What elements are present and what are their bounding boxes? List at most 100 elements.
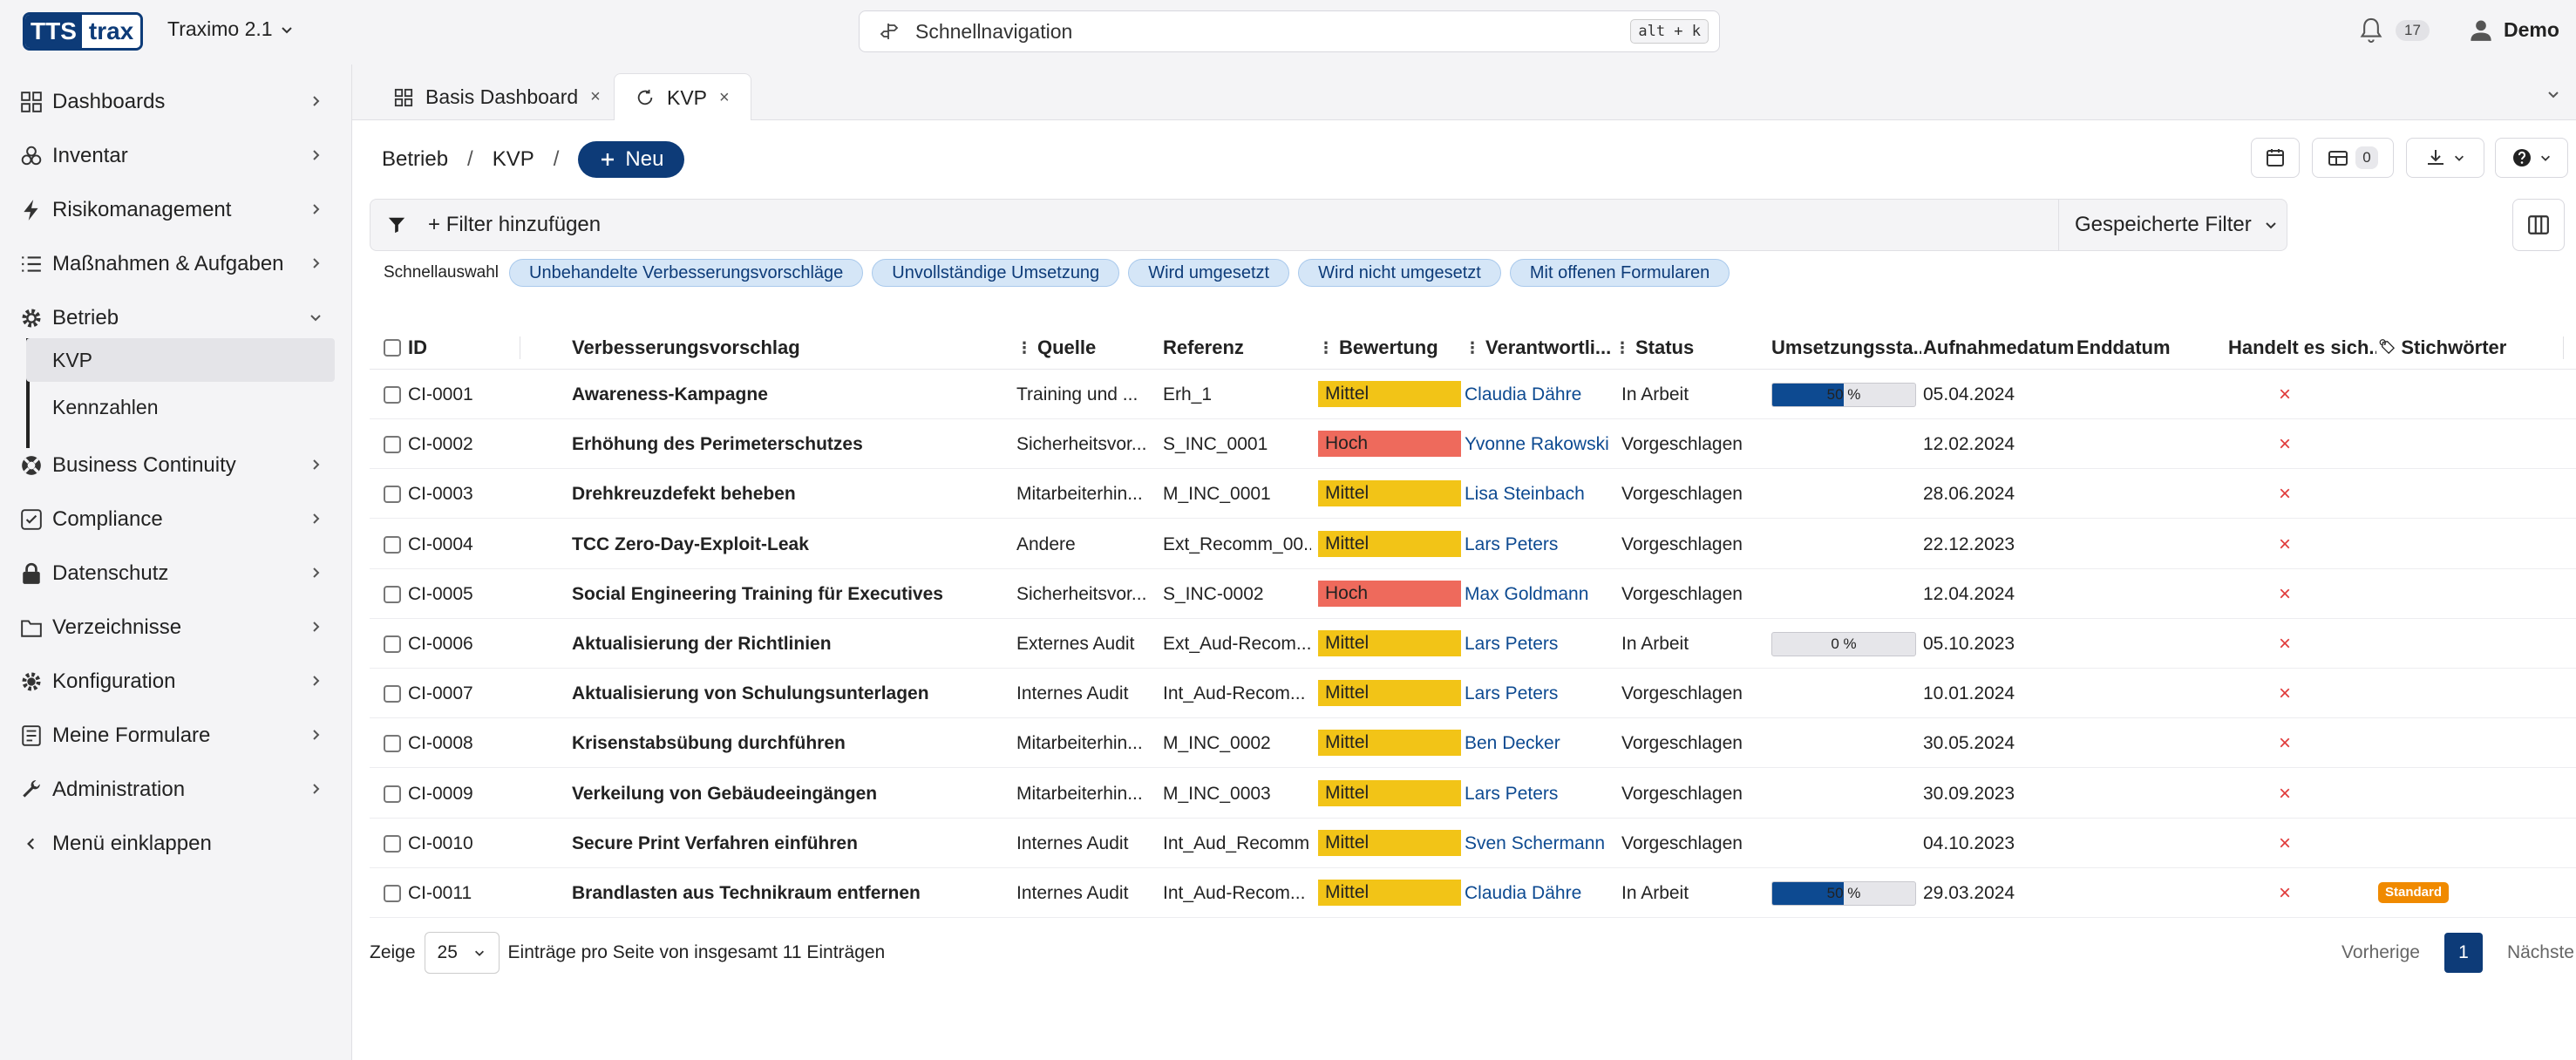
sidebar-item-risikomanagement[interactable]: Risikomanagement xyxy=(0,187,352,234)
sidebar-item-betrieb[interactable]: Betrieb xyxy=(0,295,352,342)
cell-title[interactable]: TCC Zero-Day-Exploit-Leak xyxy=(572,533,809,554)
cell-id[interactable]: CI-0002 xyxy=(408,434,473,455)
collapse-menu-button[interactable]: Menü einklappen xyxy=(0,820,352,867)
table-row[interactable]: CI-0009 Verkeilung von Gebäudeeingängen Mi… xyxy=(370,769,2576,819)
drag-handle-icon[interactable]: ⋮ xyxy=(1465,339,1480,357)
breadcrumb-item-betrieb[interactable]: Betrieb xyxy=(382,147,449,171)
cell-id[interactable]: CI-0005 xyxy=(408,583,473,604)
cell-owner-link[interactable]: Lars Peters xyxy=(1465,683,1559,704)
col-header-umsetzungsstand[interactable]: Umsetzungssta... xyxy=(1771,326,1921,370)
col-header-stichwoerter[interactable]: 🏷 Stichwörter xyxy=(2378,326,2552,370)
select-all-checkbox[interactable] xyxy=(384,339,401,357)
table-row[interactable]: CI-0005 Social Engineering Training für E… xyxy=(370,569,2576,619)
row-checkbox[interactable] xyxy=(384,885,401,902)
cell-id[interactable]: CI-0004 xyxy=(408,533,473,554)
table-row[interactable]: CI-0011 Brandlasten aus Technikraum entfe… xyxy=(370,868,2576,918)
logo[interactable]: TTS trax xyxy=(23,12,144,51)
col-header-quelle[interactable]: ⋮ Quelle xyxy=(1016,326,1156,370)
col-header-handelt-es-sich[interactable]: Handelt es sich... xyxy=(2228,326,2376,370)
sidebar-item-verzeichnisse[interactable]: Verzeichnisse xyxy=(0,604,352,651)
col-header-bewertung[interactable]: ⋮ Bewertung xyxy=(1318,326,1465,370)
row-checkbox[interactable] xyxy=(384,635,401,653)
table-row[interactable]: CI-0003 Drehkreuzdefekt beheben Mitarbeite… xyxy=(370,469,2576,520)
table-row[interactable]: CI-0006 Aktualisierung der Richtlinien Ext… xyxy=(370,619,2576,669)
cell-owner-link[interactable]: Lars Peters xyxy=(1465,783,1559,804)
cell-id[interactable]: CI-0010 xyxy=(408,832,473,853)
table-row[interactable]: CI-0007 Aktualisierung von Schulungsunter… xyxy=(370,669,2576,719)
row-checkbox[interactable] xyxy=(384,834,401,853)
cell-owner-link[interactable]: Claudia Dähre xyxy=(1465,384,1582,404)
tab-basis-dashboard[interactable]: Basis Dashboard × xyxy=(373,73,622,121)
sidebar-item-konfiguration[interactable]: Konfiguration xyxy=(0,658,352,705)
col-header-aufnahmedatum[interactable]: Aufnahmedatum xyxy=(1923,326,2073,370)
help-button[interactable] xyxy=(2495,138,2568,178)
sidebar-item-datenschutz[interactable]: Datenschutz xyxy=(0,550,352,597)
sidebar-item-compliance[interactable]: Compliance xyxy=(0,496,352,543)
table-row[interactable]: CI-0008 Krisenstabsübung durchführen Mitar… xyxy=(370,718,2576,769)
quick-chip-wird-nicht-umgesetzt[interactable]: Wird nicht umgesetzt xyxy=(1298,259,1501,287)
cell-title[interactable]: Aktualisierung der Richtlinien xyxy=(572,634,832,654)
cell-owner-link[interactable]: Yvonne Rakowski xyxy=(1465,434,1609,455)
col-header-status[interactable]: ⋮ Status xyxy=(1614,326,1754,370)
export-button[interactable] xyxy=(2406,138,2484,178)
cell-owner-link[interactable]: Claudia Dähre xyxy=(1465,883,1582,903)
cell-owner-link[interactable]: Lisa Steinbach xyxy=(1465,484,1585,505)
quick-chip-offene-formulare[interactable]: Mit offenen Formularen xyxy=(1509,259,1730,287)
cell-title[interactable]: Krisenstabsübung durchführen xyxy=(572,733,846,754)
cell-owner-link[interactable]: Max Goldmann xyxy=(1465,583,1589,604)
row-checkbox[interactable] xyxy=(384,486,401,504)
cell-title[interactable]: Social Engineering Training für Executiv… xyxy=(572,583,943,604)
page-size-select[interactable]: 25 xyxy=(424,932,500,974)
cell-title[interactable]: Drehkreuzdefekt beheben xyxy=(572,484,796,505)
sidebar-item-administration[interactable]: Administration xyxy=(0,766,352,813)
sidebar-item-business-continuity[interactable]: Business Continuity xyxy=(0,442,352,489)
col-header-verantwortlich[interactable]: ⋮ Verantwortli... xyxy=(1465,326,1611,370)
cell-owner-link[interactable]: Ben Decker xyxy=(1465,733,1560,754)
sidebar-item-dashboards[interactable]: Dashboards xyxy=(0,78,352,126)
calendar-button[interactable] xyxy=(2251,138,2300,178)
tab-kvp[interactable]: KVP × xyxy=(614,73,751,121)
quick-chip-unbehandelt[interactable]: Unbehandelte Verbesserungsvorschläge xyxy=(509,259,864,287)
close-icon[interactable]: × xyxy=(590,87,601,106)
row-checkbox[interactable] xyxy=(384,585,401,603)
cell-id[interactable]: CI-0011 xyxy=(408,883,472,903)
next-page-button[interactable]: Nächste xyxy=(2506,942,2574,962)
table-row[interactable]: CI-0001 Awareness-Kampagne Training und ..… xyxy=(370,370,2576,419)
drag-handle-icon[interactable]: ⋮ xyxy=(1614,339,1630,357)
cell-owner-link[interactable]: Lars Peters xyxy=(1465,533,1559,554)
new-button[interactable]: Neu xyxy=(578,141,685,178)
notifications-button[interactable]: 17 xyxy=(2357,16,2430,45)
cell-owner-link[interactable]: Lars Peters xyxy=(1465,634,1559,654)
breadcrumb-item-kvp[interactable]: KVP xyxy=(492,147,534,171)
row-checkbox[interactable] xyxy=(384,436,401,454)
cell-id[interactable]: CI-0006 xyxy=(408,634,473,654)
layout-button[interactable]: 0 xyxy=(2312,138,2394,178)
close-icon[interactable]: × xyxy=(719,87,730,107)
cell-id[interactable]: CI-0001 xyxy=(408,384,473,404)
quick-chip-wird-umgesetzt[interactable]: Wird umgesetzt xyxy=(1128,259,1290,287)
row-checkbox[interactable] xyxy=(384,685,401,703)
app-switcher[interactable]: Traximo 2.1 xyxy=(167,17,294,41)
sidebar-subitem-kennzahlen[interactable]: Kennzahlen xyxy=(26,385,335,429)
add-filter-button[interactable]: + Filter hinzufügen xyxy=(428,213,602,236)
sidebar-item-inventar[interactable]: Inventar xyxy=(0,132,352,180)
cell-title[interactable]: Verkeilung von Gebäudeeingängen xyxy=(572,783,878,804)
quick-chip-unvollstaendig[interactable]: Unvollständige Umsetzung xyxy=(872,259,1120,287)
cell-title[interactable]: Secure Print Verfahren einführen xyxy=(572,832,858,853)
drag-handle-icon[interactable]: ⋮ xyxy=(1318,339,1334,357)
chevron-down-icon[interactable] xyxy=(2546,87,2560,101)
cell-title[interactable]: Awareness-Kampagne xyxy=(572,384,768,404)
filter-icon[interactable] xyxy=(370,215,423,234)
table-row[interactable]: CI-0004 TCC Zero-Day-Exploit-Leak Andere Ex… xyxy=(370,520,2576,569)
drag-handle-icon[interactable]: ⋮ xyxy=(1016,339,1032,357)
sidebar-subitem-kvp[interactable]: KVP xyxy=(26,338,335,382)
page-1-button[interactable]: 1 xyxy=(2443,933,2483,973)
table-row[interactable]: CI-0002 Erhöhung des Perimeterschutzes Sic… xyxy=(370,419,2576,470)
user-menu[interactable]: Demo xyxy=(2469,17,2559,42)
cell-id[interactable]: CI-0008 xyxy=(408,733,473,754)
sidebar-item-massnahmen[interactable]: Maßnahmen & Aufgaben xyxy=(0,241,352,288)
row-checkbox[interactable] xyxy=(384,386,401,404)
cell-title[interactable]: Brandlasten aus Technikraum entfernen xyxy=(572,883,921,903)
previous-page-button[interactable]: Vorherige xyxy=(2342,942,2420,962)
cell-owner-link[interactable]: Sven Schermann xyxy=(1465,832,1606,853)
